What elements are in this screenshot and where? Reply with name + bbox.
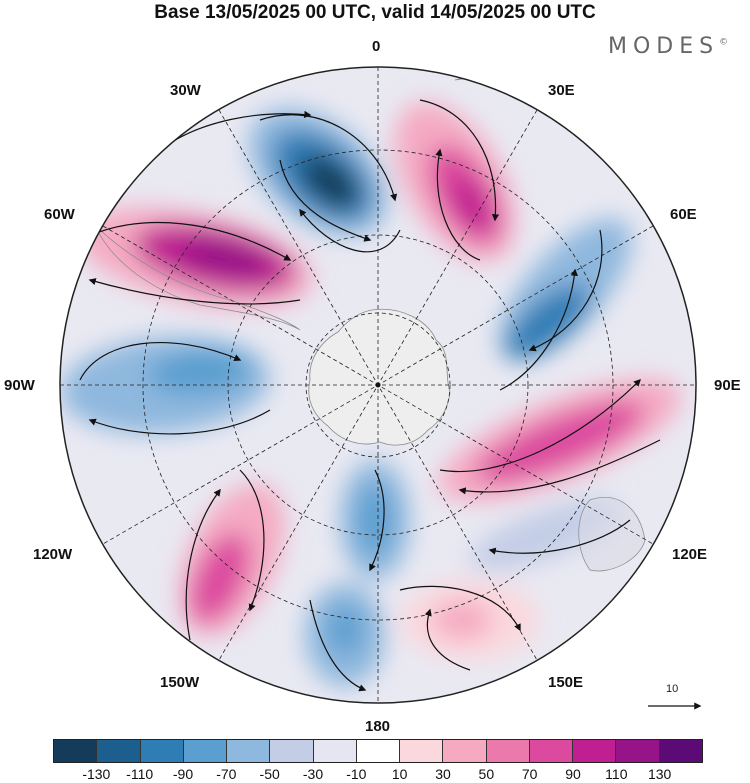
south-america-coast	[94, 224, 301, 331]
colorbar-swatch	[96, 740, 140, 762]
streamline	[439, 378, 642, 473]
anomaly-lobe	[300, 155, 360, 209]
colorbar-tick-label: 110	[605, 766, 628, 782]
streamline	[279, 159, 372, 242]
colorbar-swatch	[442, 740, 486, 762]
south-pole-dot	[375, 382, 381, 388]
streamline	[79, 342, 242, 381]
streamline	[299, 208, 401, 253]
lon-label-120w: 120W	[33, 546, 73, 563]
anomaly-lobe	[357, 484, 393, 556]
streamline	[458, 439, 661, 495]
anomaly-lobe	[327, 606, 363, 654]
colorbar-swatch	[399, 740, 443, 762]
streamline	[435, 148, 481, 261]
streamline	[79, 221, 292, 261]
lon-label-30w: 30W	[170, 82, 201, 99]
colorbar-tick-label: -110	[126, 766, 154, 782]
anomaly-lobe	[148, 349, 252, 395]
lon-label-0: 0	[372, 38, 381, 55]
streamline	[259, 114, 398, 202]
colorbar-swatch	[226, 740, 270, 762]
streamline	[499, 268, 579, 391]
brand-name: MODES	[608, 34, 720, 59]
colorbar-tick-label: -50	[259, 766, 280, 782]
colorbar-tick-label: 130	[647, 766, 672, 782]
lon-label-150w: 150W	[160, 674, 200, 691]
lon-label-120e: 120E	[672, 546, 708, 563]
streamline	[528, 229, 603, 352]
chart-title: Base 13/05/2025 00 UTC, valid 14/05/2025…	[154, 2, 596, 23]
lon-label-150e: 150E	[548, 674, 584, 691]
anomaly-lobe	[432, 600, 492, 640]
anomaly-lobe	[452, 177, 492, 233]
colorbar-swatch	[485, 740, 529, 762]
colorbar-swatch	[572, 740, 616, 762]
colorbar-tick-label: 70	[521, 766, 538, 782]
colorbar-tick-label: -130	[82, 766, 111, 782]
colorbar-swatch	[528, 740, 573, 762]
anomaly-lobe	[180, 239, 270, 277]
brand-mark: ©	[719, 37, 729, 48]
map-disk	[60, 67, 696, 703]
wind-reference-label: 10	[666, 683, 679, 695]
australia-land	[578, 497, 646, 572]
colorbar-swatch	[615, 740, 659, 762]
colorbar-tick-label: -70	[216, 766, 237, 782]
streamline	[488, 519, 631, 555]
streamline	[419, 99, 500, 222]
colorbar-swatch	[658, 740, 702, 762]
lon-label-90e: 90E	[714, 377, 741, 394]
colorbar-swatch	[355, 740, 400, 762]
streamline	[239, 469, 265, 612]
streamline	[369, 469, 385, 572]
lon-label-90w: 90W	[4, 377, 35, 394]
colorbar-tick-label: 30	[435, 766, 451, 782]
lon-label-180: 180	[365, 718, 391, 735]
streamline	[88, 409, 271, 435]
streamline	[185, 488, 221, 641]
colorbar-swatch	[54, 740, 97, 762]
antarctica-land	[308, 308, 451, 446]
colorbar-swatch	[182, 740, 227, 762]
colorbar-tick-label: -30	[302, 766, 324, 782]
colorbar-swatch	[269, 740, 313, 762]
brand-logo: MODES©	[608, 34, 728, 59]
map-boundary	[59, 66, 697, 704]
anomaly-lobe	[476, 401, 644, 483]
colorbar-swatch	[139, 740, 183, 762]
colorbar-tick-label: 10	[391, 766, 408, 782]
wind-streamlines	[79, 99, 661, 692]
streamline	[399, 585, 521, 632]
colorbar-tick-label: 90	[565, 766, 581, 782]
colorbar-tick-label: 50	[478, 766, 495, 782]
streamline	[424, 608, 471, 671]
colorbar	[53, 739, 703, 763]
lon-label-60w: 60W	[44, 206, 75, 223]
streamline	[88, 278, 301, 305]
streamline	[309, 599, 367, 692]
anomaly-lobe	[190, 533, 250, 623]
colorbar-tick-label: -90	[172, 766, 194, 782]
anomaly-lobe	[505, 284, 591, 360]
colorbar-tick-label: -10	[346, 766, 367, 782]
colorbar-swatch	[312, 740, 356, 762]
lon-label-60e: 60E	[670, 206, 697, 223]
anomaly-lobes	[60, 102, 682, 687]
lon-label-30e: 30E	[548, 82, 575, 99]
